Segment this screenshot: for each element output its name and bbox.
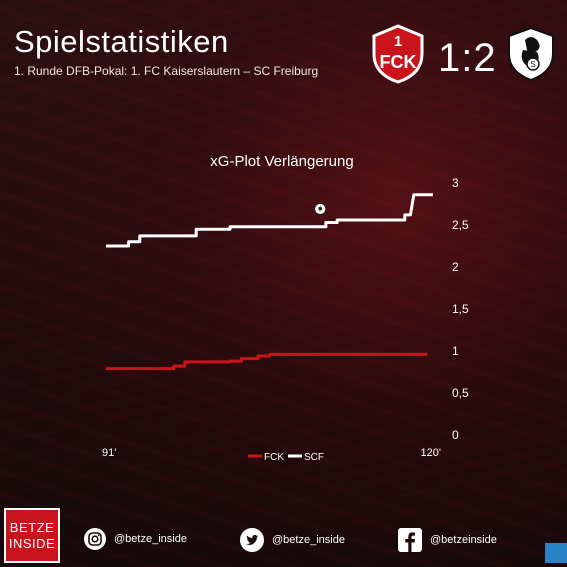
instagram-link[interactable]: @betze_inside — [84, 528, 187, 550]
facebook-link[interactable]: @betzeinside — [398, 528, 497, 552]
instagram-icon — [84, 528, 106, 550]
y-tick-label: 1 — [452, 344, 459, 358]
y-tick-label: 0,5 — [452, 386, 469, 400]
svg-text:S: S — [530, 60, 535, 69]
page-title: Spielstatistiken — [14, 24, 229, 59]
y-tick-label: 2,5 — [452, 218, 469, 232]
x-tick-label: 91' — [102, 447, 116, 459]
legend-label-scf: SCF — [304, 452, 324, 463]
series-line-fck — [106, 352, 428, 371]
legend-label-fck: FCK — [264, 452, 284, 463]
y-tick-label: 0 — [452, 428, 459, 442]
twitter-link[interactable]: @betze_inside — [240, 528, 345, 552]
corner-badge — [545, 543, 567, 563]
logo-line2: INSIDE — [8, 535, 56, 551]
svg-text:FCK: FCK — [380, 52, 417, 72]
goal-ball-icon — [314, 203, 327, 215]
match-score: 1:2 — [438, 36, 497, 80]
y-tick-label: 1,5 — [452, 302, 469, 316]
svg-text:1: 1 — [394, 33, 402, 50]
facebook-handle: @betzeinside — [430, 534, 497, 546]
instagram-handle: @betze_inside — [114, 533, 187, 545]
logo-line1: BETZE — [9, 519, 55, 535]
y-tick-label: 3 — [452, 176, 459, 190]
scf-crest-icon: S — [508, 26, 554, 82]
twitter-icon — [240, 528, 264, 552]
match-subtitle: 1. Runde DFB-Pokal: 1. FC Kaiserslautern… — [14, 64, 319, 78]
facebook-icon — [398, 528, 422, 552]
fck-crest-icon: 1 FCK — [372, 24, 424, 84]
y-tick-label: 2 — [452, 260, 459, 274]
series-line-scf — [106, 193, 433, 248]
x-tick-label: 120' — [421, 447, 441, 459]
betze-inside-logo: BETZE INSIDE — [4, 508, 60, 563]
chart-title: xG-Plot Verlängerung — [210, 153, 353, 170]
twitter-handle: @betze_inside — [272, 534, 345, 546]
